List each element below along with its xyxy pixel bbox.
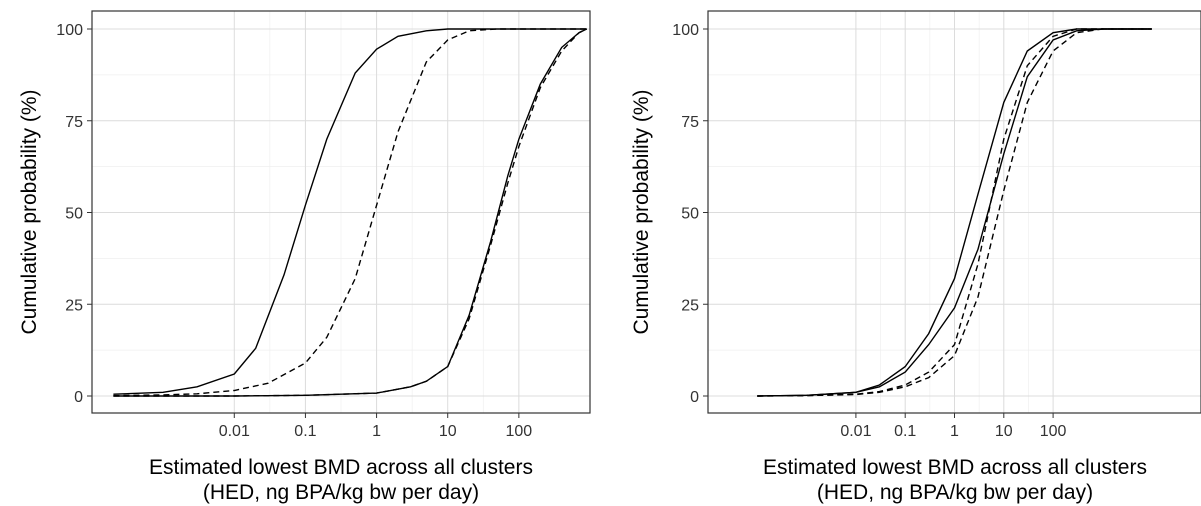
right-x-tick-label: 0.1 bbox=[894, 423, 916, 440]
left-panel: 0 25 50 75 100 0.01 0.1 1 10 100 Cumulative prob… bbox=[18, 10, 591, 504]
right-x-tick-label: 10 bbox=[995, 423, 1013, 440]
left-y-tick-label: 100 bbox=[56, 22, 83, 39]
left-x-ticks: 0.01 0.1 1 10 100 bbox=[219, 413, 533, 440]
left-x-axis-title-line2: (HED, ng BPA/kg bw per day) bbox=[203, 481, 479, 504]
right-x-tick-label: 100 bbox=[1040, 423, 1067, 440]
right-panel: 0 25 50 75 100 0.01 0.1 1 10 100 Cumulative prob… bbox=[630, 10, 1201, 504]
right-y-ticks: 0 25 50 75 100 bbox=[672, 22, 708, 406]
left-y-axis-title: Cumulative probability (%) bbox=[18, 89, 41, 334]
right-y-tick-label: 0 bbox=[690, 389, 699, 406]
left-y-tick-label: 75 bbox=[65, 114, 83, 131]
right-y-tick-label: 50 bbox=[681, 206, 699, 223]
left-series-2-dashed-line bbox=[113, 28, 587, 397]
right-y-axis-title: Cumulative probability (%) bbox=[630, 89, 653, 334]
left-x-tick-label: 10 bbox=[439, 423, 457, 440]
left-y-ticks: 0 25 50 75 100 bbox=[56, 22, 92, 406]
left-x-tick-label: 0.01 bbox=[219, 423, 250, 440]
right-y-tick-label: 25 bbox=[681, 297, 699, 314]
left-y-tick-label: 50 bbox=[65, 206, 83, 223]
right-series-2-solid-line bbox=[757, 28, 1152, 397]
right-x-tick-label: 1 bbox=[950, 423, 959, 440]
left-y-tick-label: 0 bbox=[74, 389, 83, 406]
left-y-tick-label: 25 bbox=[65, 297, 83, 314]
right-x-axis-title: Estimated lowest BMD across all clusters bbox=[763, 456, 1147, 479]
left-series-1-solid-line bbox=[113, 28, 587, 395]
right-x-axis-title-line2: (HED, ng BPA/kg bw per day) bbox=[817, 481, 1093, 504]
right-y-tick-label: 75 bbox=[681, 114, 699, 131]
left-x-axis-title: Estimated lowest BMD across all clusters bbox=[149, 456, 533, 479]
left-series-4-dashed-line bbox=[113, 28, 588, 397]
left-x-tick-label: 1 bbox=[372, 423, 381, 440]
right-gridlines bbox=[708, 11, 1201, 413]
right-plot-area bbox=[757, 28, 1152, 397]
left-x-tick-label: 100 bbox=[506, 423, 533, 440]
right-x-ticks: 0.01 0.1 1 10 100 bbox=[840, 413, 1067, 440]
right-x-tick-label: 0.01 bbox=[840, 423, 871, 440]
right-series-4-dashed-line bbox=[757, 28, 1152, 397]
left-plot-area bbox=[113, 28, 588, 397]
left-gridlines bbox=[92, 11, 590, 413]
left-x-tick-label: 0.1 bbox=[294, 423, 316, 440]
right-y-tick-label: 100 bbox=[672, 22, 699, 39]
